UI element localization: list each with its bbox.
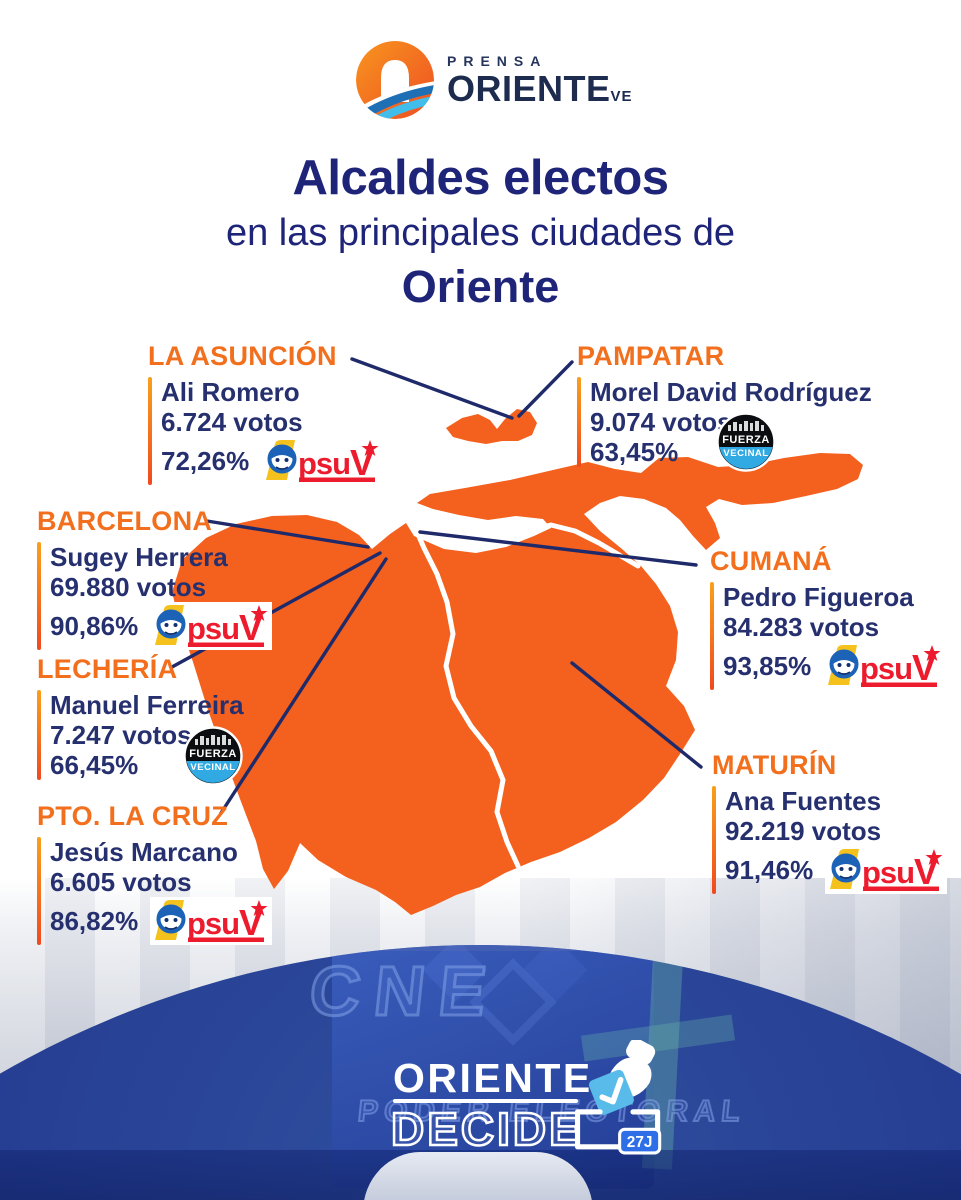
city-block-la-asuncion: LA ASUNCIÓN Ali Romero 6.724 votos 72,26… [148,341,384,485]
campaign-divider [393,1099,578,1103]
brand-top-label: PRENSA [447,53,548,69]
percent-row: 90,86% [50,602,273,650]
mayor-name: Morel David Rodríguez [590,377,872,407]
percent-row: 93,85% [723,642,946,690]
vote-count: 9.074 votos [590,407,732,437]
callout-cumana [418,530,698,567]
percent-row: 86,82% [50,897,273,945]
vote-percent: 66,45% [50,750,139,780]
vote-percent: 90,86% [50,611,139,641]
city-lines: Manuel Ferreira 7.247 votos 66,45% [50,690,244,780]
title-line3: Oriente [401,261,560,312]
white-arch [363,1152,593,1200]
vote-count: 7.247 votos [50,720,192,750]
accent-bar [148,377,152,485]
campaign-line1: ORIENTE [393,1055,593,1101]
city-block-pto-la-cruz: PTO. LA CRUZ Jesús Marcano 6.605 votos 8… [37,801,273,945]
prensa-oriente-logo [356,41,434,119]
brand-suffix-label: VE [610,88,633,105]
state-boundary-north [413,521,641,569]
city-lines: Pedro Figueroa 84.283 votos 93,85% [723,582,946,690]
vote-percent: 93,85% [723,651,812,681]
city-name: PTO. LA CRUZ [37,801,229,831]
vote-count: 92.219 votos [725,816,882,846]
accent-bar [710,582,714,690]
accent-bar [577,377,581,467]
city-name: LECHERÍA [37,654,178,684]
psuv-logo [261,437,384,485]
campaign-line2: DECIDE [390,1102,583,1157]
city-name: CUMANÁ [710,546,832,576]
brand-text: PRENSA ORIENTEVE [447,53,633,107]
mayor-name: Manuel Ferreira [50,690,244,720]
city-data: Pedro Figueroa 84.283 votos 93,85% [710,582,946,690]
city-data: Ali Romero 6.724 votos 72,26% [148,377,384,485]
city-data: Sugey Herrera 69.880 votos 90,86% [37,542,273,650]
page-title: Alcaldes electos en las principales ciud… [0,150,961,313]
mayor-name: Jesús Marcano [50,837,238,867]
city-name: MATURÍN [712,750,837,780]
title-line2: en las principales ciudades de [225,212,736,254]
campaign-badge: 27J [627,1134,653,1151]
city-block-pampatar: PAMPATAR Morel David Rodríguez 9.074 vot… [577,341,872,472]
vote-count: 6.724 votos [161,407,303,437]
psuv-logo [823,642,946,690]
ballot-hand-icon: 27J [574,1040,662,1155]
psuv-logo [150,602,273,650]
accent-bar [37,837,41,945]
fuerza-vecinal-logo [716,412,776,472]
mayor-name: Ana Fuentes [725,786,882,816]
vote-percent: 91,46% [725,855,814,885]
vote-percent: 72,26% [161,446,250,476]
city-data: Manuel Ferreira 7.247 votos 66,45% [37,690,244,780]
fuerza-vecinal-logo [183,726,243,786]
city-block-barcelona: BARCELONA Sugey Herrera 69.880 votos 90,… [37,506,273,650]
brand-main-word: ORIENTE [447,68,611,109]
psuv-logo [825,846,948,894]
cne-ghost-text: CNE [304,951,505,1032]
mayor-name: Sugey Herrera [50,542,228,572]
city-data: Ana Fuentes 92.219 votos 91,46% [712,786,948,894]
vote-count: 84.283 votos [723,612,880,642]
vote-count: 6.605 votos [50,867,192,897]
city-name: LA ASUNCIÓN [148,341,337,371]
brand-header: PRENSA ORIENTEVE [355,40,633,120]
city-block-lecheria: LECHERÍA Manuel Ferreira 7.247 votos 66,… [37,654,244,786]
city-lines: Jesús Marcano 6.605 votos 86,82% [50,837,273,945]
mayor-name: Pedro Figueroa [723,582,914,612]
accent-bar [37,690,41,780]
title-line1: Alcaldes electos [292,151,669,205]
city-name: BARCELONA [37,506,213,536]
map-margarita-island [446,409,537,444]
brand-main-label: ORIENTEVE [447,71,633,107]
state-boundary-west [411,522,521,869]
city-data: Jesús Marcano 6.605 votos 86,82% [37,837,273,945]
city-block-cumana: CUMANÁ Pedro Figueroa 84.283 votos 93,85… [710,546,946,690]
psuv-logo [150,897,273,945]
city-name: PAMPATAR [577,341,725,371]
mayor-name: Ali Romero [161,377,300,407]
callout-maturin [570,661,703,769]
vote-percent: 86,82% [50,906,139,936]
percent-row: 72,26% [161,437,384,485]
callout-pampatar [517,360,574,418]
percent-row: 91,46% [725,846,948,894]
city-lines: Sugey Herrera 69.880 votos 90,86% [50,542,273,650]
accent-bar [37,542,41,650]
city-lines: Ana Fuentes 92.219 votos 91,46% [725,786,948,894]
city-block-maturin: MATURÍN Ana Fuentes 92.219 votos 91,46% [712,750,948,894]
city-lines: Ali Romero 6.724 votos 72,26% [161,377,384,485]
accent-bar [712,786,716,894]
vote-count: 69.880 votos [50,572,207,602]
